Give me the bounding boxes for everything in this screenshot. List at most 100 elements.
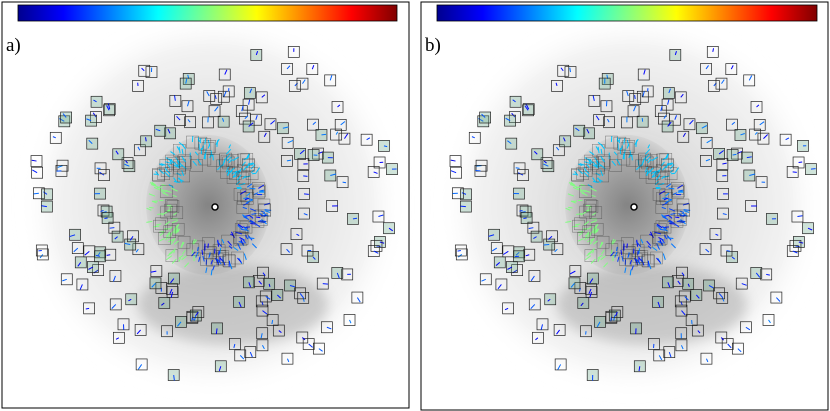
tracking-box (664, 167, 678, 180)
tracking-box (287, 46, 300, 58)
vector (52, 136, 56, 139)
tracking-box (617, 152, 631, 166)
tracking-box (639, 166, 652, 179)
tracking-box (623, 246, 636, 260)
vector (172, 194, 177, 198)
vector (219, 257, 224, 262)
vector (107, 103, 111, 110)
vector (270, 120, 276, 125)
vector (569, 184, 577, 188)
vector (512, 99, 516, 103)
tracking-box (685, 314, 698, 326)
vector (165, 235, 169, 241)
vector (205, 267, 208, 273)
vector (601, 249, 605, 255)
vector (706, 139, 713, 144)
vector (657, 241, 664, 244)
tracking-box (683, 118, 696, 131)
vector (303, 175, 308, 177)
vector (115, 150, 119, 155)
tracking-box (731, 147, 743, 160)
vector (151, 181, 157, 186)
vector (647, 245, 652, 249)
vector (680, 345, 684, 350)
tracking-box (513, 162, 526, 175)
vector (620, 249, 623, 256)
vector (86, 118, 92, 122)
vector (177, 321, 182, 327)
vector (168, 184, 174, 188)
vector (237, 223, 244, 229)
vector (572, 225, 579, 228)
tracking-box (726, 149, 739, 161)
vector (576, 213, 583, 216)
tracking-box (677, 130, 690, 143)
vector (663, 115, 667, 119)
tracking-box (513, 250, 525, 263)
tracking-box (229, 338, 241, 350)
vector (503, 250, 509, 255)
vector (450, 159, 456, 162)
tracking-box (725, 63, 738, 76)
tracking-box (222, 85, 235, 98)
vector (620, 145, 623, 150)
vector (340, 121, 346, 126)
tracking-box (373, 156, 386, 169)
tracking-box (108, 221, 121, 234)
vector (586, 164, 590, 168)
tracking-box (805, 163, 817, 175)
tracking-box (715, 77, 728, 90)
tracking-box (223, 254, 236, 268)
vector (181, 148, 184, 155)
vector (243, 197, 248, 199)
tracking-box (152, 168, 165, 181)
vector (705, 158, 711, 162)
vector (578, 231, 584, 237)
vector (259, 190, 265, 193)
tracking-box (255, 91, 268, 104)
vector (680, 93, 684, 98)
vector (660, 161, 665, 167)
vector (577, 238, 584, 242)
vector (210, 150, 213, 157)
tracking-box (249, 210, 263, 224)
vector (264, 209, 272, 211)
vector (591, 237, 595, 242)
vector (611, 238, 615, 244)
vector (180, 241, 184, 248)
tracking-box (536, 318, 549, 331)
tracking-box (506, 261, 518, 273)
tracking-box (336, 176, 349, 189)
vector (597, 177, 602, 183)
vector (584, 161, 591, 165)
tracking-box (255, 295, 268, 308)
tracking-box (240, 189, 253, 203)
vector (661, 206, 667, 210)
vector (262, 310, 268, 315)
vector (167, 164, 171, 168)
vector (173, 164, 180, 169)
vector (662, 216, 669, 221)
tracking-box (145, 66, 158, 78)
vector (580, 302, 584, 307)
vector (613, 315, 616, 321)
vector (651, 171, 657, 178)
vector (689, 119, 694, 125)
tracking-box (653, 349, 666, 362)
vector (638, 366, 641, 372)
vector (322, 283, 328, 285)
vector (165, 169, 171, 174)
vector (629, 150, 632, 157)
tracking-box (654, 232, 668, 245)
tracking-box (557, 64, 570, 77)
tracking-box (648, 338, 660, 350)
tracking-box (577, 232, 590, 245)
tracking-box (709, 228, 722, 240)
vector (657, 182, 665, 186)
tracking-box (650, 251, 663, 265)
tracking-box (132, 80, 144, 92)
vector (176, 115, 181, 121)
vector (216, 166, 221, 171)
vector (265, 296, 271, 300)
vector (646, 170, 649, 177)
